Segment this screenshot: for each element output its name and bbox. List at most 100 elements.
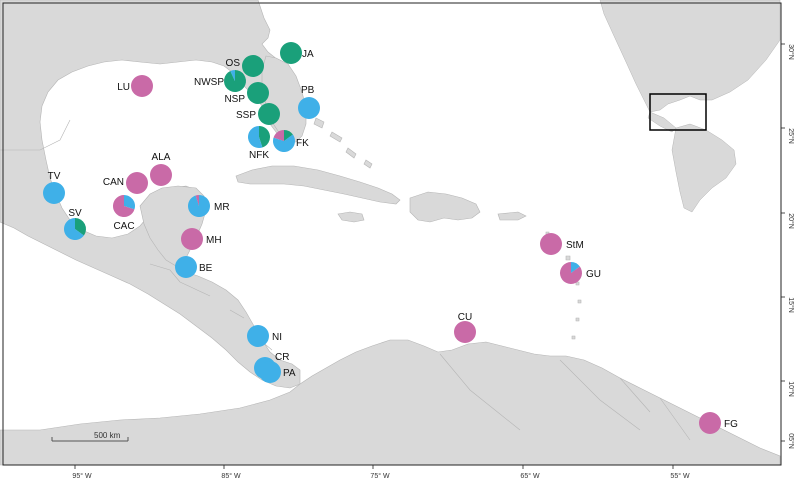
jamaica	[337, 211, 365, 223]
lon-tick-65w: 65° W	[520, 472, 540, 480]
lat-tick-10n: 10°N	[787, 381, 795, 397]
pie-slice-can-pink	[126, 172, 148, 194]
pie-chart-ssp	[258, 103, 280, 125]
inset-study-area-box	[649, 93, 707, 131]
land-masses	[0, 0, 781, 466]
pie-slice-mr-pink	[195, 195, 199, 206]
site-label-ssp: SSP	[236, 110, 256, 121]
site-label-stm: StM	[566, 240, 584, 251]
scale-bar: 500 km	[51, 431, 129, 442]
americas-inset-map	[599, 0, 781, 213]
site-be: BE	[175, 256, 213, 278]
pie-chart-cu	[454, 321, 476, 343]
site-fg: FG	[699, 412, 738, 434]
site-label-nfk: NFK	[249, 150, 269, 161]
site-label-os: OS	[226, 58, 241, 69]
site-label-fk: FK	[296, 138, 309, 149]
pie-chart-fg	[699, 412, 721, 434]
inset-south-america	[671, 123, 737, 213]
site-pb: PB	[298, 85, 320, 119]
site-mh: MH	[181, 228, 222, 250]
pie-slice-ja-green	[280, 42, 302, 64]
site-nfk: NFK	[248, 126, 271, 161]
site-ssp: SSP	[236, 103, 280, 125]
bahamas	[313, 117, 373, 169]
site-label-can: CAN	[103, 177, 124, 188]
inset-north-america	[599, 0, 781, 113]
lon-tick-85w: 85° W	[221, 472, 241, 480]
site-label-ala: ALA	[152, 152, 171, 163]
site-label-ni: NI	[272, 332, 282, 343]
lat-tick-30n: 30°N	[787, 44, 795, 60]
pie-slice-gu-blue	[571, 262, 580, 273]
pie-slice-fk-blue	[273, 134, 295, 152]
site-cac: CAC	[113, 195, 135, 232]
site-label-lu: LU	[117, 82, 130, 93]
site-label-nwsp: NWSP	[194, 77, 224, 88]
site-lu: LU	[117, 75, 153, 97]
hispaniola	[409, 191, 481, 223]
site-mr: MR	[187, 195, 230, 218]
site-sv: SV	[64, 208, 87, 240]
site-label-pb: PB	[301, 85, 315, 96]
site-label-cu: CU	[458, 312, 472, 323]
pie-chart-os	[242, 55, 264, 77]
site-ja: JA	[280, 42, 314, 64]
pie-slice-cu-pink	[454, 321, 476, 343]
pie-slice-nfk-blue	[248, 126, 263, 149]
pie-chart-sv	[64, 218, 87, 240]
pie-chart-nsp	[247, 82, 269, 104]
pie-slice-ssp-green	[258, 103, 280, 125]
us-mexico-border	[0, 119, 71, 151]
pie-slice-ala-pink	[150, 164, 172, 186]
map-frame	[2, 2, 782, 466]
latitude-tick-labels: 30°N 25°N 20°N 15°N 10°N 05°N	[781, 43, 795, 449]
pie-chart-tv	[43, 182, 65, 204]
lon-tick-95w: 95° W	[72, 472, 92, 480]
pie-slice-pa-blue	[259, 361, 281, 383]
site-can: CAN	[103, 172, 148, 194]
lon-tick-55w: 55° W	[670, 472, 690, 480]
site-label-gu: GU	[586, 269, 601, 280]
lon-tick-75w: 75° W	[370, 472, 390, 480]
cuba	[235, 165, 401, 205]
site-label-cr: CR	[275, 352, 289, 363]
site-label-ja: JA	[302, 49, 314, 60]
south-america-borders	[439, 353, 691, 441]
puerto-rico	[497, 211, 527, 221]
site-label-pa: PA	[283, 368, 296, 379]
site-stm: StM	[540, 233, 584, 255]
pie-chart-mh	[181, 228, 203, 250]
pie-slice-os-green	[242, 55, 264, 77]
pie-slice-mh-pink	[181, 228, 203, 250]
pie-slice-nwsp-green	[223, 70, 246, 93]
pie-slice-nfk-green	[259, 126, 271, 148]
pie-slice-gu-pink	[559, 262, 582, 284]
longitude-tick-labels: 95° W 85° W 75° W 65° W 55° W	[72, 465, 690, 480]
site-pa: PA	[259, 361, 296, 383]
pie-chart-ja	[280, 42, 302, 64]
country-borders	[0, 119, 691, 441]
pie-slice-sv-blue	[64, 218, 84, 240]
pie-chart-nwsp	[223, 70, 246, 93]
sampling-sites: JA OS NWSP NSP SSP PB LU NFK	[43, 42, 738, 434]
pie-slice-nsp-green	[247, 82, 269, 104]
pie-slice-stm-pink	[540, 233, 562, 255]
pie-slice-pb-blue	[298, 97, 320, 119]
pie-slice-fg-pink	[699, 412, 721, 434]
site-os: OS	[226, 55, 264, 77]
site-label-cac: CAC	[113, 221, 134, 232]
pie-chart-be	[175, 256, 197, 278]
site-label-be: BE	[199, 263, 213, 274]
site-nsp: NSP	[224, 82, 269, 105]
pie-slice-cac-pink	[113, 195, 135, 218]
lat-tick-05n: 05°N	[787, 433, 795, 449]
pie-chart-nfk	[248, 126, 271, 149]
pie-chart-can	[126, 172, 148, 194]
site-ni: NI	[247, 325, 282, 347]
pie-chart-fk	[273, 130, 295, 152]
pie-slice-be-blue	[175, 256, 197, 278]
site-label-sv: SV	[68, 208, 82, 219]
